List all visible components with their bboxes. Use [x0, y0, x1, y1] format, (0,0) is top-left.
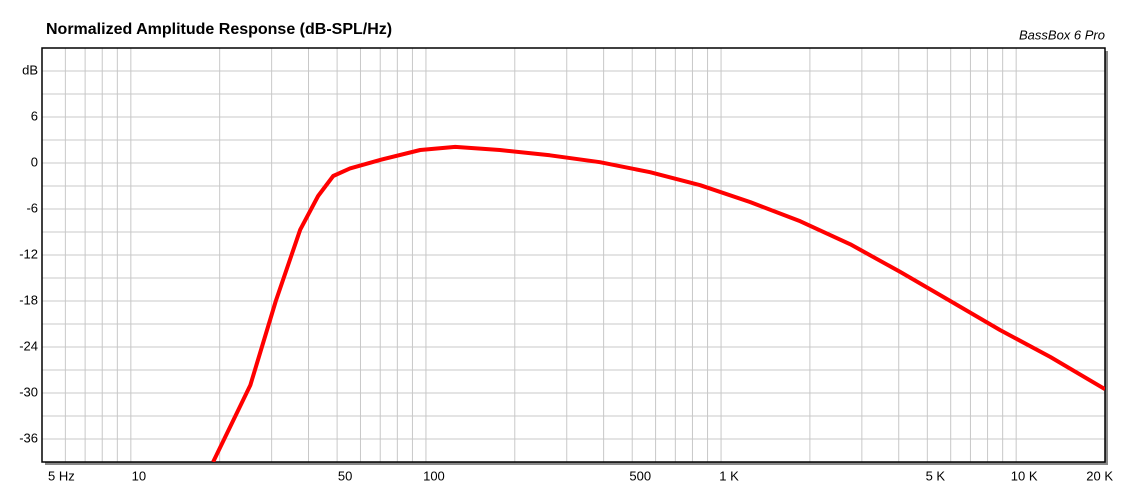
y-tick-label: -6 — [26, 200, 38, 215]
x-tick-label: 500 — [629, 468, 651, 483]
x-tick-label: 5 Hz — [48, 468, 75, 483]
plot — [41, 47, 1106, 463]
x-tick-label: 20 K — [1086, 468, 1113, 483]
x-tick-label: 100 — [423, 468, 445, 483]
x-tick-label: 5 K — [926, 468, 946, 483]
y-tick-label: -12 — [19, 246, 38, 261]
x-tick-label: 10 K — [1011, 468, 1038, 483]
response-line — [211, 144, 1105, 462]
x-tick-label: 50 — [338, 468, 352, 483]
y-tick-label: -30 — [19, 384, 38, 399]
y-tick-label: -18 — [19, 292, 38, 307]
chart-title: Normalized Amplitude Response (dB-SPL/Hz… — [46, 21, 392, 38]
y-tick-label: 0 — [31, 154, 38, 169]
x-tick-label: 1 K — [719, 468, 739, 483]
y-tick-label: -24 — [19, 338, 38, 353]
y-tick-label: -36 — [19, 430, 38, 445]
y-tick-label: 6 — [31, 108, 38, 123]
brand-annotation: BassBox 6 Pro — [1019, 27, 1105, 42]
y-tick-label: dB — [22, 62, 38, 77]
plot-border — [41, 47, 1106, 463]
grid — [41, 48, 1108, 465]
x-tick-label: 10 — [132, 468, 146, 483]
